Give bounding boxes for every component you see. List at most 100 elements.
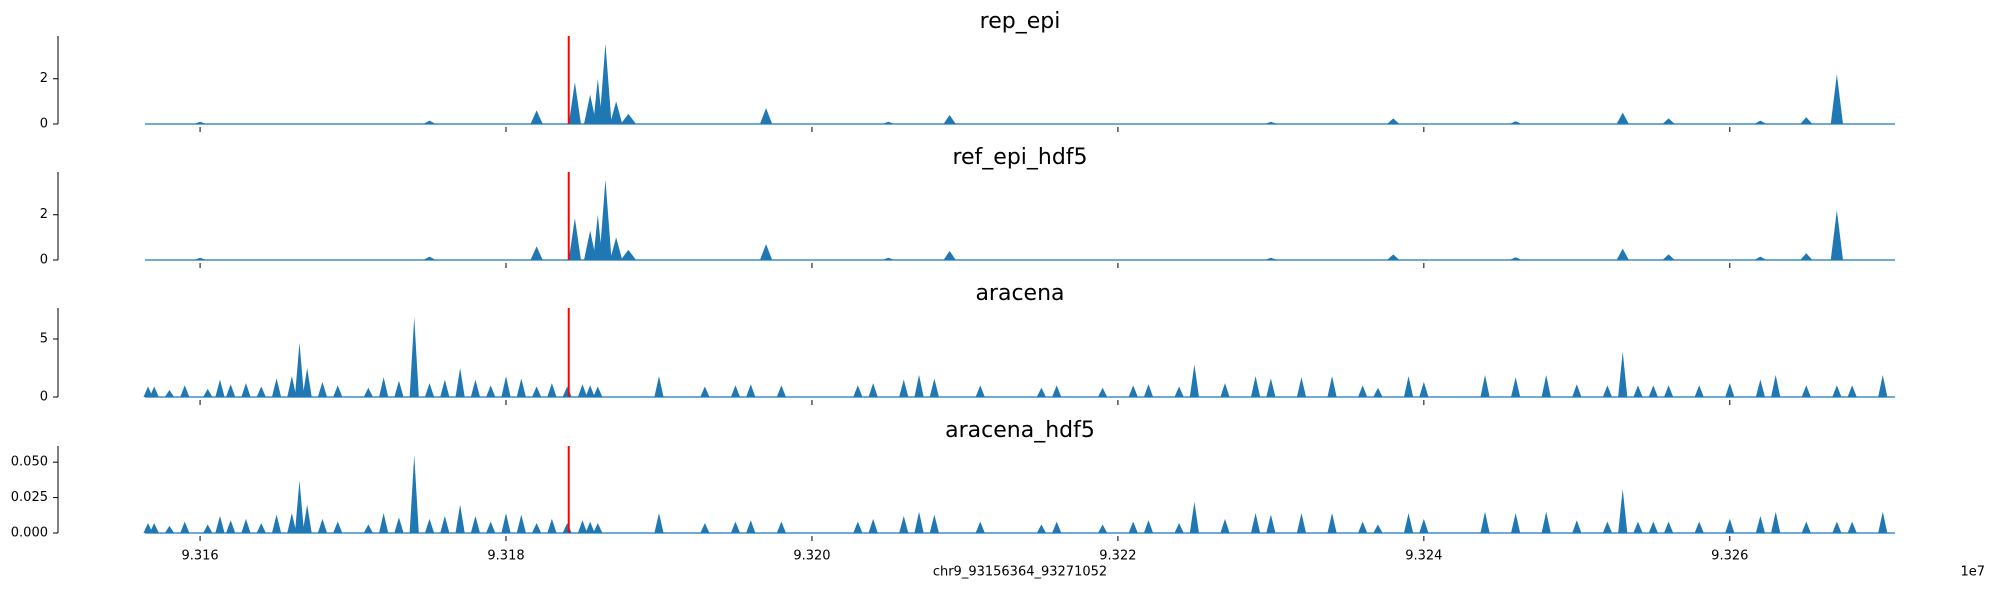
- signal-peak: [1541, 374, 1551, 397]
- x-tick-label: 9.316: [181, 549, 218, 564]
- signal-peak: [1602, 385, 1613, 397]
- signal-peak: [256, 386, 266, 397]
- panel-title: aracena_hdf5: [945, 418, 1095, 443]
- signal-peak: [599, 179, 612, 260]
- signal-peak: [1801, 521, 1811, 533]
- signal-peak: [868, 518, 878, 533]
- signal-peak: [584, 94, 597, 124]
- signal-peak: [1480, 374, 1490, 397]
- signal-peak: [776, 521, 786, 533]
- signal-peak: [423, 256, 436, 260]
- signal-peak: [1220, 383, 1230, 397]
- signal-peak: [1036, 387, 1047, 397]
- signal-peak: [409, 455, 419, 533]
- signal-peak: [562, 386, 572, 397]
- signal-peak: [149, 386, 159, 397]
- signal-peak: [547, 383, 557, 397]
- signal-peak: [899, 379, 909, 397]
- signal-peak: [501, 376, 511, 397]
- signal-peak: [577, 520, 588, 533]
- signal-peak: [1098, 387, 1108, 397]
- signal-peak: [409, 316, 419, 397]
- signal-peak: [853, 385, 863, 397]
- signal-peak: [700, 386, 710, 397]
- signal-peak: [486, 385, 496, 397]
- signal-peak: [654, 513, 664, 533]
- signal-peak: [1662, 118, 1675, 124]
- signal-peak: [1572, 520, 1582, 533]
- signal-peak: [294, 342, 305, 397]
- signal-peak: [914, 374, 924, 397]
- signal-peak: [1403, 376, 1414, 397]
- x-axis-label: chr9_93156364_93271052: [933, 565, 1107, 580]
- signal-peak: [1250, 376, 1261, 397]
- signal-peak: [1098, 524, 1108, 533]
- signal-peak: [1800, 117, 1813, 124]
- signal-peak: [455, 368, 465, 397]
- signal-peak: [333, 521, 343, 533]
- signal-peak: [1847, 521, 1857, 533]
- signal-peak: [532, 386, 542, 397]
- signal-peak: [532, 523, 542, 533]
- signal-peak: [149, 523, 159, 533]
- signal-peak: [1633, 521, 1643, 533]
- signal-peak: [1725, 518, 1735, 533]
- signal-peak: [562, 523, 572, 533]
- x-tick-label: 9.322: [1099, 549, 1136, 564]
- y-tick-label: 5: [40, 332, 48, 347]
- signal-peak: [203, 388, 213, 397]
- signal-peak: [899, 516, 909, 533]
- signal-peak: [379, 377, 389, 397]
- y-tick-label: 0.025: [11, 490, 48, 505]
- signal-peak: [180, 385, 190, 397]
- signal-peak: [1878, 511, 1888, 533]
- signal-peak: [1296, 377, 1307, 397]
- signal-peak: [975, 521, 985, 533]
- signal-peak: [746, 520, 756, 533]
- signal-peak: [440, 516, 450, 533]
- signal-peak: [1387, 254, 1400, 260]
- signal-peak: [193, 257, 207, 260]
- signal-peak: [610, 101, 623, 124]
- panel-title: aracena: [975, 281, 1064, 306]
- signal-peak: [394, 517, 404, 533]
- signal-peak: [215, 379, 225, 397]
- signal-peak: [1128, 385, 1138, 397]
- y-tick-label: 2: [40, 71, 48, 86]
- y-tick-label: 0: [40, 117, 48, 132]
- signal-peak: [1602, 521, 1613, 533]
- signal-peak: [424, 518, 435, 533]
- signal-peak: [1052, 385, 1062, 397]
- signal-peak: [271, 378, 282, 397]
- signal-peak: [164, 525, 175, 533]
- signal-peak: [868, 383, 878, 397]
- x-tick-label: 9.318: [487, 549, 524, 564]
- signal-peak: [486, 521, 496, 533]
- signal-peak: [294, 480, 305, 533]
- signal-peak: [1648, 521, 1658, 533]
- signal-peak: [1419, 518, 1429, 533]
- signal-peak: [1754, 256, 1767, 260]
- signal-peak: [654, 376, 664, 397]
- signal-peak: [423, 120, 436, 124]
- signal-peak: [424, 383, 435, 397]
- signal-peak: [1373, 524, 1383, 533]
- signal-peak: [1128, 521, 1138, 533]
- signal-peak: [730, 521, 741, 533]
- signal-peak: [585, 385, 595, 397]
- signal-peak: [1664, 385, 1674, 397]
- signal-peak: [1296, 513, 1307, 533]
- signal-peak: [1036, 524, 1047, 533]
- signal-peak: [1800, 253, 1813, 260]
- signal-peak: [1174, 523, 1184, 533]
- signal-peak: [593, 386, 603, 397]
- signal-peak: [1266, 378, 1276, 397]
- signal-peak: [1616, 112, 1629, 124]
- signal-peak: [1771, 511, 1781, 533]
- signal-peak: [516, 514, 526, 533]
- signal-peak: [584, 230, 597, 260]
- signal-peak: [1509, 257, 1522, 260]
- signal-peak: [287, 513, 297, 533]
- panel-title: rep_epi: [980, 9, 1061, 34]
- signal-peak: [1662, 254, 1675, 260]
